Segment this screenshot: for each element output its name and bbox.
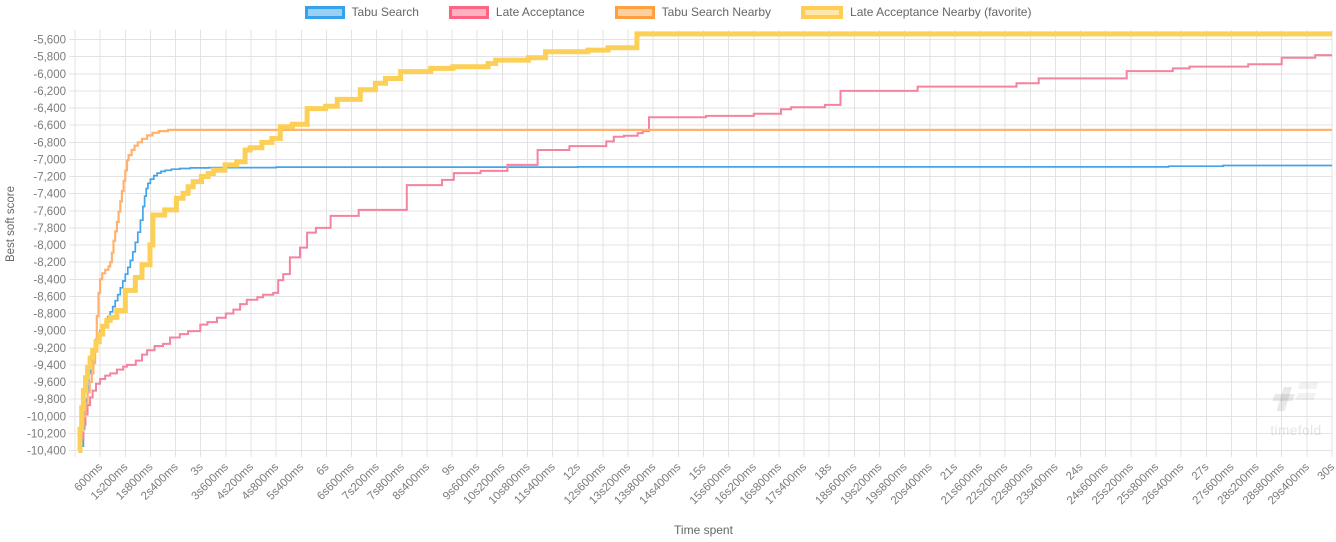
y-tick-label: -6,600 bbox=[33, 120, 66, 132]
y-tick-label: -5,800 bbox=[33, 52, 66, 64]
legend-label: Tabu Search bbox=[351, 5, 419, 19]
x-tick-label: 21s bbox=[938, 461, 960, 483]
series-line-tabu-search bbox=[82, 164, 1332, 448]
y-tick-label: -7,800 bbox=[33, 223, 66, 235]
legend-label: Tabu Search Nearby bbox=[661, 5, 772, 19]
legend-swatch-icon bbox=[614, 5, 655, 19]
y-tick-label: -6,800 bbox=[33, 137, 66, 149]
x-tick-label: 27s bbox=[1190, 461, 1212, 483]
y-tick-label: -8,200 bbox=[33, 257, 66, 269]
y-tick-label: -10,200 bbox=[27, 428, 66, 440]
tick-labels: -5,600 -5,800 -6,000 -6,200 -6,400 -6,600 -6,8… bbox=[27, 35, 1336, 508]
series-line-late-acceptance bbox=[79, 54, 1332, 452]
series-line-tabu-search-nearby bbox=[79, 128, 1332, 445]
y-tick-label: -7,400 bbox=[33, 189, 66, 201]
y-tick-label: -7,600 bbox=[33, 206, 66, 218]
y-tick-label: -9,600 bbox=[33, 377, 66, 389]
x-tick-label: 15s bbox=[687, 461, 709, 483]
legend-item-tabu-search[interactable]: Tabu Search bbox=[304, 5, 419, 19]
gridlines bbox=[69, 30, 1333, 457]
x-tick-label: 24s bbox=[1064, 461, 1086, 483]
series-line-late-acceptance-nearby-favorite bbox=[77, 31, 1332, 453]
y-tick-label: -5,600 bbox=[33, 35, 66, 47]
legend-swatch-icon bbox=[448, 5, 489, 19]
x-tick-label: 6s bbox=[314, 461, 331, 478]
y-tick-label: -7,200 bbox=[33, 172, 66, 184]
y-tick-label: -6,200 bbox=[33, 86, 66, 98]
y-tick-label: -8,400 bbox=[33, 274, 66, 286]
y-tick-label: -8,000 bbox=[33, 240, 66, 252]
y-tick-label: -8,600 bbox=[33, 291, 66, 303]
x-tick-label: 12s bbox=[561, 461, 583, 483]
y-tick-label: -7,000 bbox=[33, 154, 66, 166]
x-tick-label: 18s bbox=[813, 461, 835, 483]
y-tick-label: -10,400 bbox=[27, 446, 66, 458]
y-tick-label: -9,800 bbox=[33, 394, 66, 406]
y-tick-label: -8,800 bbox=[33, 309, 66, 321]
y-tick-label: -6,000 bbox=[33, 69, 66, 81]
x-tick-label: 3s bbox=[189, 461, 206, 478]
y-tick-label: -6,400 bbox=[33, 103, 66, 115]
y-tick-label: -9,000 bbox=[33, 326, 66, 338]
legend-swatch-icon bbox=[304, 5, 345, 19]
y-tick-label: -9,400 bbox=[33, 360, 66, 372]
x-tick-label: 9s bbox=[440, 461, 457, 478]
legend-item-tabu-search-nearby[interactable]: Tabu Search Nearby bbox=[614, 5, 772, 19]
y-tick-label: -10,000 bbox=[27, 411, 66, 423]
y-axis-title: Best soft score bbox=[5, 185, 17, 263]
legend-item-late-acceptance[interactable]: Late Acceptance bbox=[448, 5, 585, 19]
y-tick-label: -9,200 bbox=[33, 343, 66, 355]
chart-legend: Tabu Search Late Acceptance Tabu Search Ne… bbox=[0, 5, 1336, 19]
legend-label: Late Acceptance Nearby (favorite) bbox=[850, 5, 1032, 19]
legend-item-late-acceptance-nearby-favorite[interactable]: Late Acceptance Nearby (favorite) bbox=[801, 5, 1031, 19]
legend-label: Late Acceptance bbox=[495, 5, 585, 19]
x-tick-label: 30s bbox=[1316, 461, 1336, 483]
x-axis-title: Time spent bbox=[674, 523, 733, 537]
legend-swatch-icon bbox=[801, 5, 844, 19]
